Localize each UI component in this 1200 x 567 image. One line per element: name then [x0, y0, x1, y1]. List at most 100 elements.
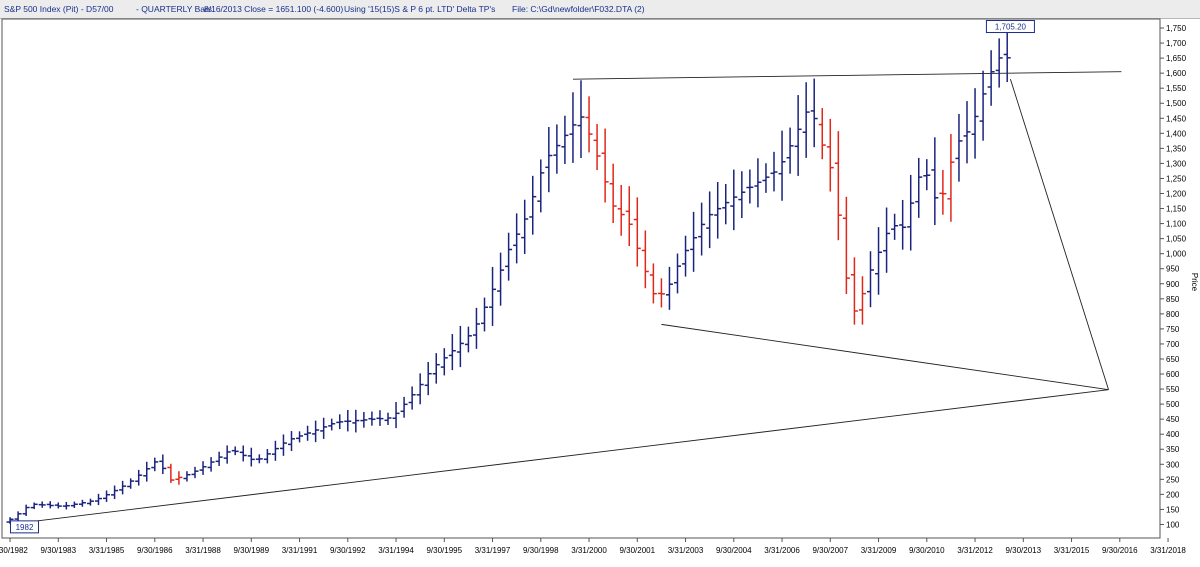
ohlc-bar-up [746, 169, 754, 204]
ohlc-bar-up [682, 235, 690, 277]
ohlc-bar-up [448, 334, 456, 371]
y-tick-label: 900 [1166, 280, 1180, 289]
last-close: 8/16/2013 Close = 1651.100 (-4.600) [204, 4, 344, 14]
y-tick-label: 1,650 [1166, 54, 1187, 63]
ohlc-bar-down [649, 263, 657, 304]
ohlc-bar-up [231, 446, 239, 456]
y-tick-label: 1,500 [1166, 99, 1187, 108]
ohlc-bar-up [119, 480, 127, 495]
ohlc-bar-up [706, 191, 714, 249]
ohlc-bar-down [167, 463, 175, 483]
trendlines [13, 71, 1122, 525]
ohlc-bar-up [440, 348, 448, 376]
time-axis: 9/30/1982 9/30/1983 3/31/1985 9/30/1986 3/31… [0, 538, 1186, 555]
y-tick-label: 1,350 [1166, 144, 1187, 153]
ohlc-bar-up [46, 501, 54, 509]
y-tick-label: 100 [1166, 520, 1180, 529]
ohlc-bar-up [30, 502, 38, 510]
x-tick-label: 9/30/1998 [523, 546, 559, 555]
ohlc-bar-up [432, 353, 440, 384]
ohlc-bar-up [883, 207, 891, 273]
ohlc-bar-up [143, 461, 151, 482]
price-axis-title: Price [1190, 273, 1199, 292]
bar-interval: - QUARTERLY Bars [136, 4, 213, 14]
ohlc-bar-up [304, 425, 312, 441]
ohlc-bar-down [842, 196, 850, 295]
ohlc-bar-down [585, 96, 593, 153]
ohlc-bar-up [802, 82, 810, 158]
trendline [1009, 79, 1109, 390]
y-tick-label: 1,150 [1166, 205, 1187, 214]
y-tick-label: 1,000 [1166, 250, 1187, 259]
ohlc-bar-up [247, 447, 255, 467]
x-tick-label: 3/31/2018 [1150, 546, 1186, 555]
ohlc-bar-up [931, 137, 939, 226]
ohlc-bar-down [939, 169, 947, 215]
ohlc-bar-up [489, 266, 497, 326]
ohlc-bar-up [384, 412, 392, 426]
ohlc-bar-up [263, 449, 271, 464]
x-tick-label: 9/30/2016 [1102, 546, 1138, 555]
y-tick-label: 650 [1166, 355, 1180, 364]
ohlc-bar-up [408, 386, 416, 410]
ohlc-bar-up [271, 440, 279, 461]
y-tick-label: 1,600 [1166, 69, 1187, 78]
x-tick-label: 9/30/2010 [909, 546, 945, 555]
trendline [661, 323, 1109, 391]
price-axis: 100 150 200 250 300 350 400 450 500 550 600 650 700 7… [1160, 24, 1187, 529]
x-tick-label: 9/30/1986 [137, 546, 173, 555]
x-tick-label: 9/30/2001 [619, 546, 655, 555]
ohlc-bar-up [456, 325, 464, 368]
ohlc-bar-up [553, 124, 561, 174]
x-tick-label: 3/31/2006 [764, 546, 800, 555]
ohlc-bar-down [601, 128, 609, 203]
ohlc-bar-up [215, 451, 223, 466]
ohlc-bar-down [593, 124, 601, 171]
ohlc-bar-up [1003, 27, 1011, 83]
ohlc-bar-down [657, 278, 665, 308]
x-tick-label: 9/30/2004 [716, 546, 752, 555]
ohlc-bar-up [722, 184, 730, 225]
x-tick-label: 3/31/1994 [378, 546, 414, 555]
y-tick-label: 1,250 [1166, 174, 1187, 183]
y-tick-label: 250 [1166, 475, 1180, 484]
x-tick-label: 9/30/1995 [426, 546, 462, 555]
x-tick-label: 9/30/1982 [0, 546, 28, 555]
ohlc-bar-up [296, 431, 304, 443]
y-tick-label: 1,450 [1166, 114, 1187, 123]
ohlc-bar-up [794, 95, 802, 176]
ohlc-bar-up [907, 174, 915, 251]
ohlc-bar-up [472, 307, 480, 349]
trendline [572, 71, 1122, 80]
ohlc-bar-up [987, 50, 995, 106]
ohlc-bar-up [923, 159, 931, 191]
ohlc-bar-down [818, 108, 826, 160]
ohlc-bar-up [54, 502, 62, 509]
ohlc-bar-up [159, 454, 167, 475]
y-tick-label: 450 [1166, 415, 1180, 424]
y-tick-label: 1,050 [1166, 235, 1187, 244]
ohlc-bar-down [947, 134, 955, 222]
ohlc-bar-up [561, 115, 569, 164]
y-tick-label: 1,550 [1166, 84, 1187, 93]
ohlc-bars [6, 27, 1011, 524]
y-tick-label: 850 [1166, 295, 1180, 304]
ohlc-bar-up [521, 199, 529, 254]
y-tick-label: 200 [1166, 490, 1180, 499]
ohlc-bar-up [336, 414, 344, 430]
ohlc-bar-up [674, 253, 681, 294]
study-name: Using '15(15)S & P 6 pt. LTD' Delta TP's [344, 4, 496, 14]
x-tick-label: 3/31/2012 [957, 546, 993, 555]
ohlc-bar-down [641, 230, 649, 289]
ohlc-bar-up [995, 38, 1003, 88]
ohlc-bar-up [529, 175, 537, 235]
ohlc-bar-up [481, 297, 488, 332]
y-tick-label: 550 [1166, 385, 1180, 394]
price-annotation: 1,705.20 [985, 20, 1035, 34]
ohlc-bar-up [127, 478, 135, 489]
x-tick-label: 3/31/1997 [475, 546, 511, 555]
ohlc-bar-up [22, 504, 30, 516]
y-tick-label: 1,400 [1166, 129, 1187, 138]
ohlc-bar-up [70, 501, 78, 508]
